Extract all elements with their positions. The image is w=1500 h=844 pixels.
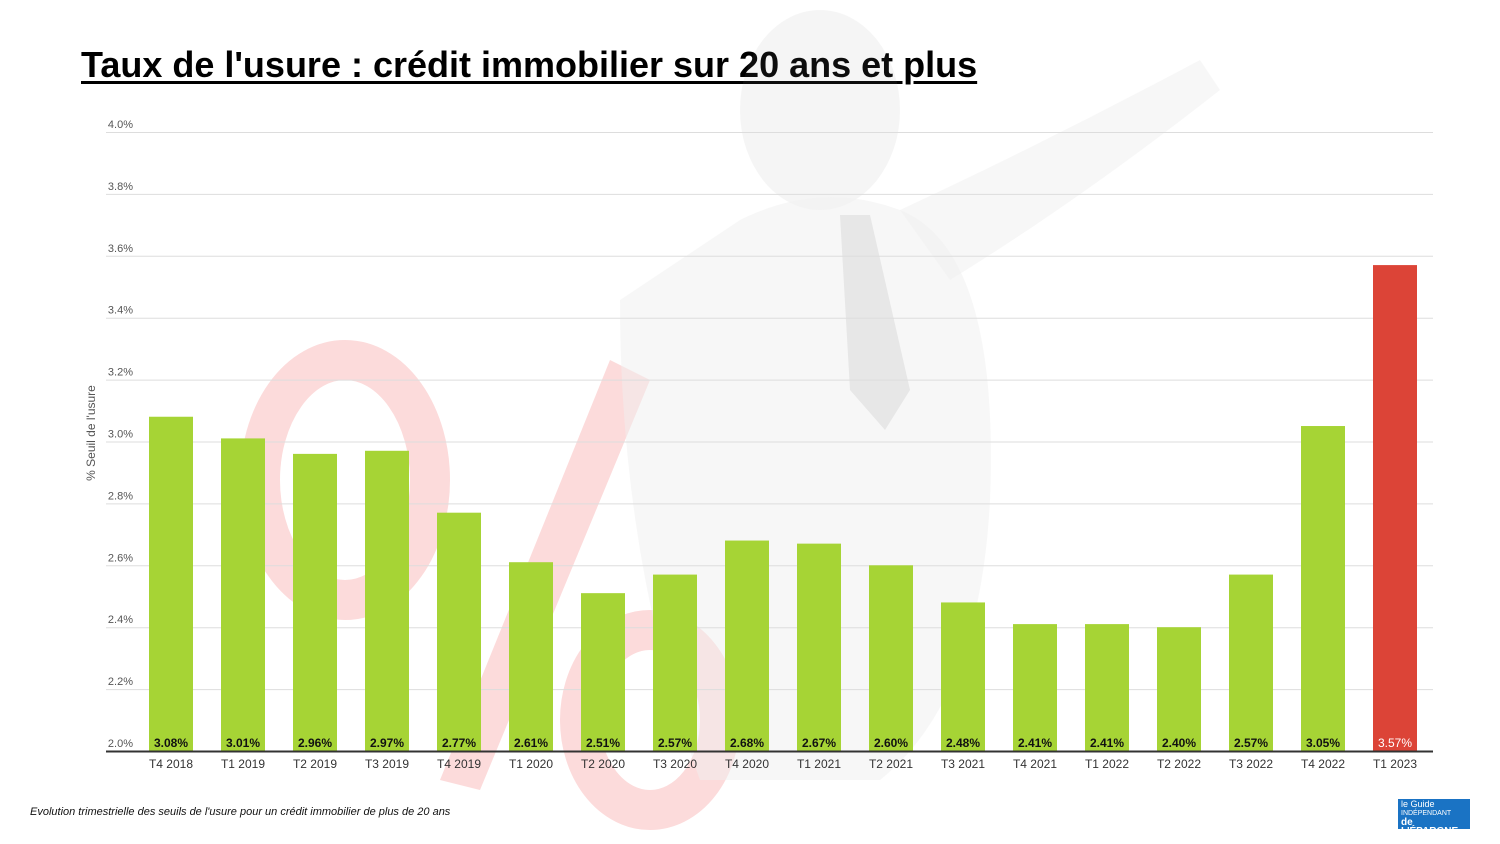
x-tick-label: T1 2019: [221, 757, 265, 771]
x-tick-label: T2 2020: [581, 757, 625, 771]
y-tick-label: 3.6%: [108, 243, 133, 255]
bar: [581, 593, 625, 751]
x-tick-label: T2 2022: [1157, 757, 1201, 771]
data-label: 2.68%: [730, 736, 764, 750]
data-label: 2.60%: [874, 736, 908, 750]
data-label: 2.41%: [1018, 736, 1052, 750]
data-label: 2.61%: [514, 736, 548, 750]
x-tick-label: T3 2021: [941, 757, 985, 771]
x-tick-label: T1 2020: [509, 757, 553, 771]
data-label: 3.08%: [154, 736, 188, 750]
data-label: 2.41%: [1090, 736, 1124, 750]
x-tick-label: T4 2022: [1301, 757, 1345, 771]
y-tick-label: 3.4%: [108, 305, 133, 317]
y-tick-label: 2.8%: [108, 490, 133, 502]
data-label: 2.40%: [1162, 736, 1196, 750]
bar: [941, 602, 985, 751]
x-tick-label: T4 2021: [1013, 757, 1057, 771]
bar: [1157, 627, 1201, 751]
bar: [509, 562, 553, 751]
y-tick-label: 2.4%: [108, 614, 133, 626]
y-tick-label: 2.2%: [108, 676, 133, 688]
bar: [365, 450, 409, 751]
data-label: 2.48%: [946, 736, 980, 750]
x-tick-label: T2 2019: [293, 757, 337, 771]
data-label: 3.01%: [226, 736, 260, 750]
x-tick-label: T2 2021: [869, 757, 913, 771]
y-tick-label: 2.0%: [108, 738, 133, 750]
x-tick-label: T3 2019: [365, 757, 409, 771]
y-tick-label: 3.0%: [108, 429, 133, 441]
bar: [1373, 265, 1417, 751]
x-tick-label: T1 2023: [1373, 757, 1417, 771]
y-tick-label: 3.2%: [108, 367, 133, 379]
bar: [797, 543, 841, 751]
x-tick-label: T4 2018: [149, 757, 193, 771]
x-tick-label: T1 2022: [1085, 757, 1129, 771]
y-tick-label: 3.8%: [108, 181, 133, 193]
bar: [293, 453, 337, 751]
data-label: 2.77%: [442, 736, 476, 750]
bar: [221, 438, 265, 751]
bar: [437, 512, 481, 751]
bar: [725, 540, 769, 751]
y-tick-label: 4.0%: [108, 119, 133, 131]
bar: [1085, 624, 1129, 751]
data-label: 2.67%: [802, 736, 836, 750]
bar: [1301, 426, 1345, 751]
data-label: 2.57%: [1234, 736, 1268, 750]
chart-title: Taux de l'usure : crédit immobilier sur …: [81, 44, 978, 85]
data-label: 2.97%: [370, 736, 404, 750]
x-tick-label: T3 2022: [1229, 757, 1273, 771]
data-label: 3.57%: [1378, 736, 1412, 750]
bar: [869, 565, 913, 751]
data-label: 3.05%: [1306, 736, 1340, 750]
y-axis-label: % Seuil de l'usure: [84, 385, 98, 481]
x-tick-label: T4 2019: [437, 757, 481, 771]
data-label: 2.96%: [298, 736, 332, 750]
data-label: 2.57%: [658, 736, 692, 750]
data-label: 2.51%: [586, 736, 620, 750]
bar: [149, 416, 193, 751]
y-tick-label: 2.6%: [108, 552, 133, 564]
logo: le Guide INDÉPENDANT de L'ÉPARGNE: [1398, 799, 1470, 837]
bar: [1013, 624, 1057, 751]
x-tick-label: T4 2020: [725, 757, 769, 771]
bar: [1229, 574, 1273, 751]
chart-caption: Evolution trimestrielle des seuils de l'…: [30, 806, 451, 818]
x-tick-label: T3 2020: [653, 757, 697, 771]
x-tick-label: T1 2021: [797, 757, 841, 771]
bar: [653, 574, 697, 751]
